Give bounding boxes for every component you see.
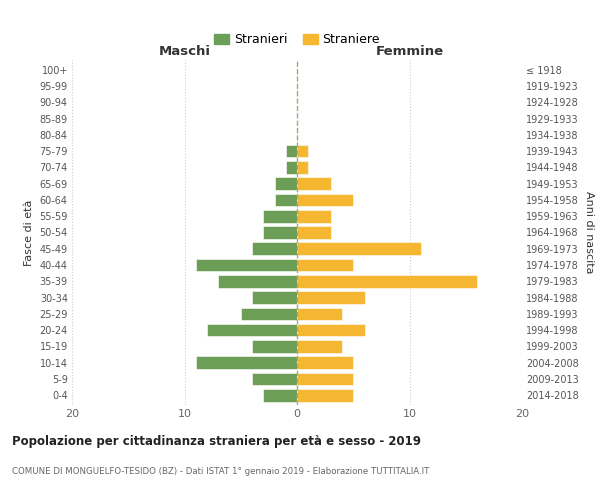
Bar	[297, 210, 331, 222]
Bar	[196, 356, 297, 369]
Bar	[297, 258, 353, 272]
Bar	[297, 291, 365, 304]
Bar	[263, 226, 297, 239]
Bar	[286, 145, 297, 158]
Bar	[252, 372, 297, 386]
Bar	[218, 275, 297, 287]
Bar	[241, 308, 297, 320]
Bar	[297, 389, 353, 402]
Bar	[207, 324, 297, 336]
Bar	[196, 258, 297, 272]
Bar	[297, 356, 353, 369]
Text: Maschi: Maschi	[158, 44, 211, 58]
Text: COMUNE DI MONGUELFO-TESIDO (BZ) - Dati ISTAT 1° gennaio 2019 - Elaborazione TUTT: COMUNE DI MONGUELFO-TESIDO (BZ) - Dati I…	[12, 468, 430, 476]
Bar	[252, 340, 297, 353]
Bar	[297, 161, 308, 174]
Y-axis label: Fasce di età: Fasce di età	[24, 200, 34, 266]
Bar	[297, 324, 365, 336]
Bar	[297, 275, 477, 287]
Bar	[252, 291, 297, 304]
Bar	[263, 389, 297, 402]
Text: Femmine: Femmine	[376, 44, 443, 58]
Bar	[275, 194, 297, 206]
Legend: Stranieri, Straniere: Stranieri, Straniere	[209, 28, 385, 52]
Bar	[297, 340, 342, 353]
Bar	[252, 242, 297, 255]
Text: Popolazione per cittadinanza straniera per età e sesso - 2019: Popolazione per cittadinanza straniera p…	[12, 435, 421, 448]
Bar	[263, 210, 297, 222]
Bar	[297, 308, 342, 320]
Bar	[286, 161, 297, 174]
Bar	[297, 194, 353, 206]
Y-axis label: Anni di nascita: Anni di nascita	[584, 191, 595, 274]
Bar	[297, 372, 353, 386]
Bar	[297, 242, 421, 255]
Bar	[275, 178, 297, 190]
Bar	[297, 145, 308, 158]
Bar	[297, 178, 331, 190]
Bar	[297, 226, 331, 239]
